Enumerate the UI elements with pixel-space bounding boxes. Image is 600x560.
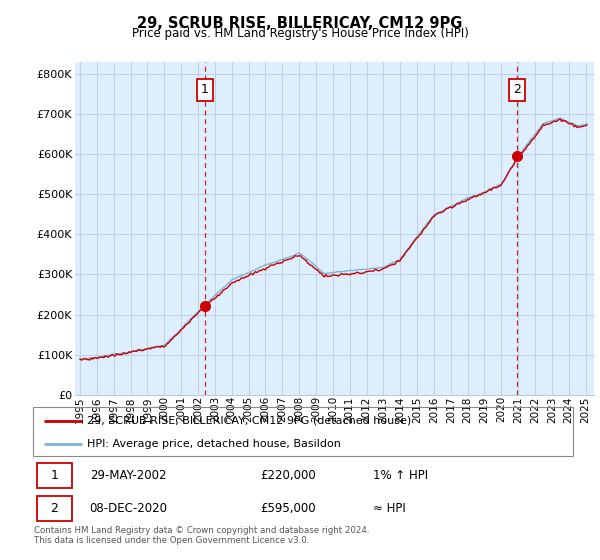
- Text: 29-MAY-2002: 29-MAY-2002: [90, 469, 166, 482]
- Text: 1% ↑ HPI: 1% ↑ HPI: [373, 469, 428, 482]
- Text: 1: 1: [201, 83, 209, 96]
- Text: This data is licensed under the Open Government Licence v3.0.: This data is licensed under the Open Gov…: [34, 536, 310, 545]
- Text: Price paid vs. HM Land Registry's House Price Index (HPI): Price paid vs. HM Land Registry's House …: [131, 27, 469, 40]
- Text: 2: 2: [50, 502, 58, 515]
- Text: 08-DEC-2020: 08-DEC-2020: [90, 502, 168, 515]
- Text: 2: 2: [513, 83, 521, 96]
- Text: £595,000: £595,000: [260, 502, 316, 515]
- FancyBboxPatch shape: [37, 496, 72, 521]
- Text: 1: 1: [50, 469, 58, 482]
- Text: Contains HM Land Registry data © Crown copyright and database right 2024.: Contains HM Land Registry data © Crown c…: [34, 526, 370, 535]
- Text: 29, SCRUB RISE, BILLERICAY, CM12 9PG (detached house): 29, SCRUB RISE, BILLERICAY, CM12 9PG (de…: [87, 416, 411, 426]
- FancyBboxPatch shape: [37, 463, 72, 488]
- Text: ≈ HPI: ≈ HPI: [373, 502, 406, 515]
- Text: £220,000: £220,000: [260, 469, 316, 482]
- Text: 29, SCRUB RISE, BILLERICAY, CM12 9PG: 29, SCRUB RISE, BILLERICAY, CM12 9PG: [137, 16, 463, 31]
- Text: HPI: Average price, detached house, Basildon: HPI: Average price, detached house, Basi…: [87, 439, 341, 449]
